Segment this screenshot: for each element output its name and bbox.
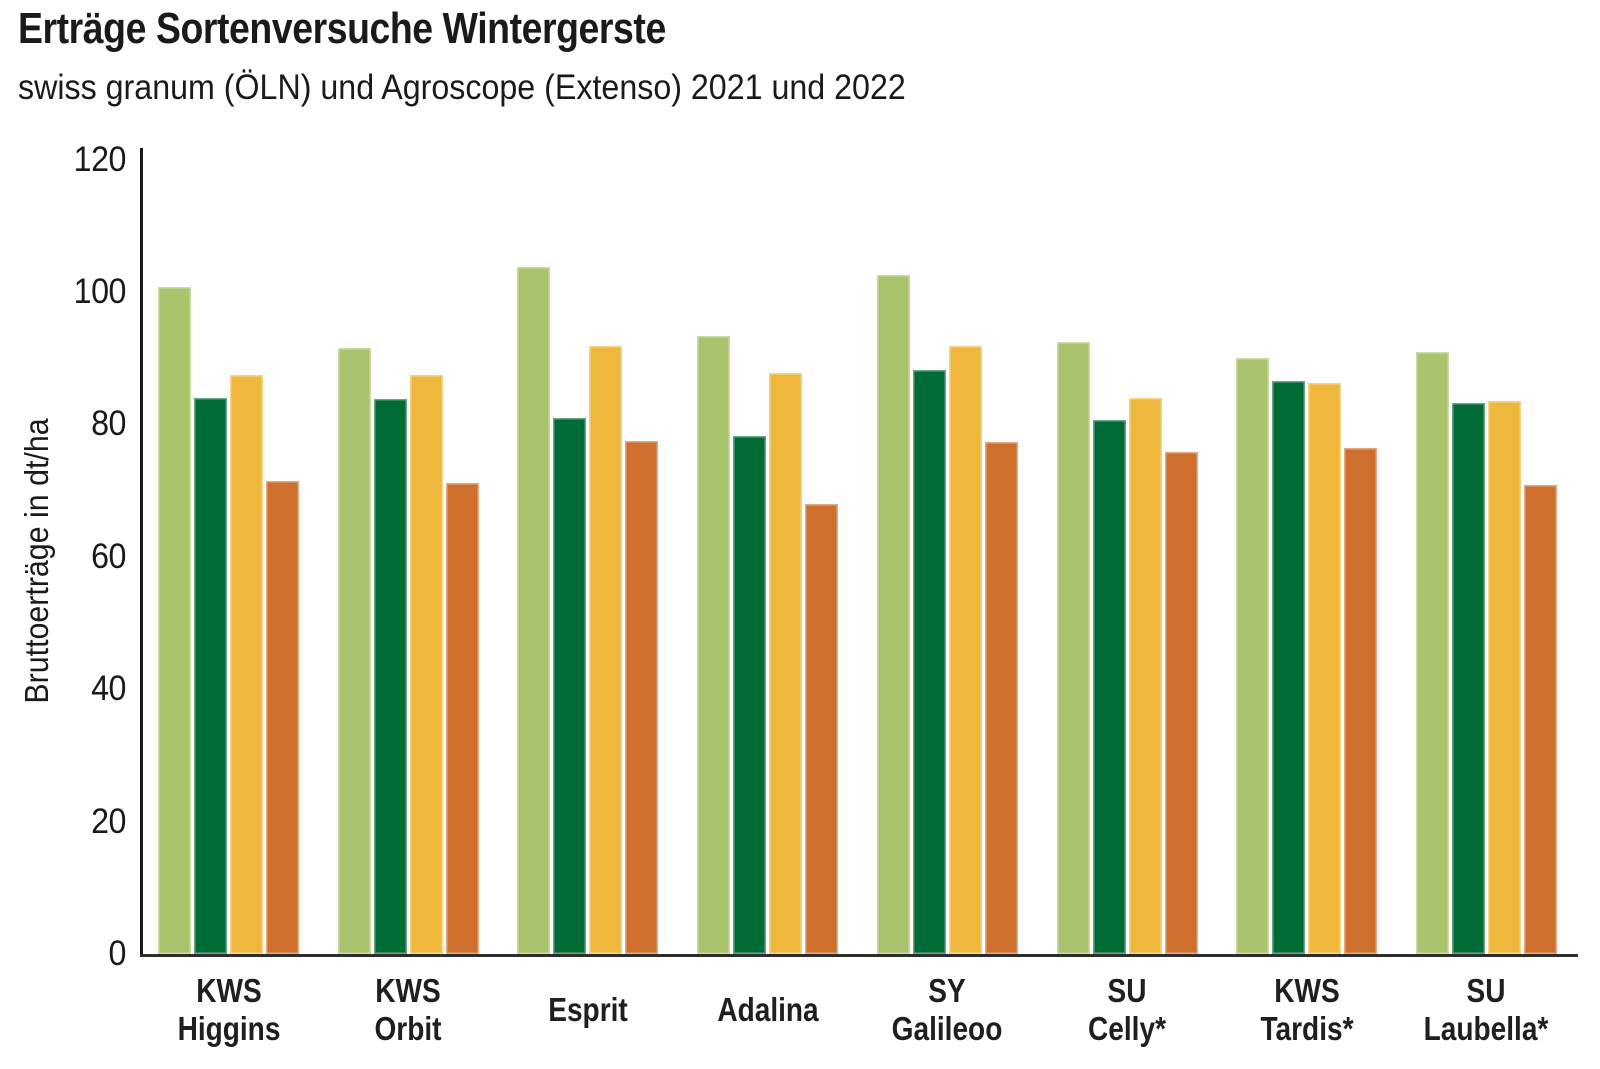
bar-series-4-category-7 <box>1344 448 1378 954</box>
y-axis-line <box>140 148 143 954</box>
bar-series-2-category-3 <box>553 417 587 954</box>
x-category-label-5: SY Galileoo <box>854 966 1041 1054</box>
bar-series-2-category-1 <box>194 397 227 954</box>
bar-series-4-category-8 <box>1523 484 1557 954</box>
x-category-label-6: SU Celly* <box>1034 966 1221 1054</box>
bar-series-2-category-8 <box>1451 402 1485 954</box>
bar-series-4-category-6 <box>1164 451 1198 954</box>
bar-series-1-category-4 <box>697 335 731 954</box>
bar-series-2-category-5 <box>912 370 946 954</box>
x-category-label-line: Orbit <box>374 1010 442 1047</box>
bar-series-3-category-7 <box>1308 383 1342 954</box>
y-tick-label-120: 120 <box>73 139 127 179</box>
bar-series-2-category-2 <box>373 399 407 954</box>
bar-series-1-category-6 <box>1056 341 1090 954</box>
chart-title: Erträge Sortenversuche Wintergerste <box>18 4 666 53</box>
plot-area <box>140 148 1578 957</box>
x-category-label-line: Tardis* <box>1260 1010 1354 1047</box>
x-category-label-line: KWS <box>375 972 441 1009</box>
x-category-label-line: Adalina <box>716 991 819 1028</box>
x-category-label-3: Esprit <box>494 966 681 1054</box>
y-tick-label-60: 60 <box>91 536 126 576</box>
x-category-label-8: SU Laubella* <box>1393 966 1580 1054</box>
y-axis-tick-labels: 0 20 40 60 80 100 120 <box>0 140 127 973</box>
x-category-label-line: KWS <box>1273 972 1340 1009</box>
bar-series-2-category-4 <box>733 435 767 954</box>
y-tick-label-0: 0 <box>108 934 127 973</box>
chart-subtitle: swiss granum (ÖLN) und Agroscope (Extens… <box>18 68 906 107</box>
x-category-label-line: Laubella* <box>1424 1010 1549 1047</box>
x-category-label-line: SU <box>1466 972 1506 1009</box>
x-category-label-1: KWS Higgins <box>135 966 322 1054</box>
x-category-label-line: Esprit <box>548 991 628 1028</box>
bar-series-3-category-6 <box>1128 397 1162 954</box>
x-category-label-line: KWS <box>195 972 262 1009</box>
bar-series-1-category-3 <box>517 266 551 954</box>
bar-series-1-category-2 <box>337 348 371 954</box>
bar-series-1-category-8 <box>1415 351 1449 954</box>
y-tick-label-100: 100 <box>73 272 127 311</box>
bar-series-3-category-1 <box>230 375 263 954</box>
x-axis-category-labels: KWS Higgins KWS Orbit Esprit Adalina SY Galileo… <box>0 966 1600 1056</box>
x-category-label-line: SU <box>1107 972 1147 1009</box>
bar-series-3-category-5 <box>948 346 982 954</box>
bar-series-4-category-4 <box>805 503 839 954</box>
bar-series-1-category-7 <box>1236 358 1270 954</box>
x-category-label-line: Galileoo <box>891 1010 1003 1047</box>
bar-series-2-category-7 <box>1272 381 1306 954</box>
x-category-label-2: KWS Orbit <box>315 966 502 1054</box>
y-tick-label-20: 20 <box>91 801 126 841</box>
x-category-label-7: KWS Tardis* <box>1213 966 1400 1054</box>
x-category-label-line: SY <box>928 972 967 1009</box>
y-tick-label-40: 40 <box>91 669 126 709</box>
bar-series-4-category-3 <box>625 440 659 954</box>
x-category-label-line: Higgins <box>177 1010 280 1047</box>
bar-series-4-category-1 <box>266 481 299 954</box>
x-category-label-line: Celly* <box>1088 1010 1166 1047</box>
y-tick-label-80: 80 <box>91 404 126 444</box>
bar-series-1-category-5 <box>876 275 910 954</box>
bar-series-4-category-2 <box>445 483 479 954</box>
bar-series-3-category-4 <box>769 372 803 954</box>
bar-series-1-category-1 <box>158 286 191 954</box>
bar-series-3-category-8 <box>1487 400 1521 954</box>
bar-series-4-category-5 <box>984 442 1018 954</box>
x-category-label-4: Adalina <box>674 966 861 1054</box>
bar-series-3-category-3 <box>589 346 623 954</box>
x-axis-baseline <box>140 953 1578 957</box>
bar-series-3-category-2 <box>409 375 443 954</box>
bar-series-2-category-6 <box>1092 419 1126 954</box>
